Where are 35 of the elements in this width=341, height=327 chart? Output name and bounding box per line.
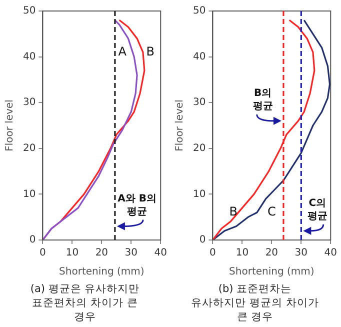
text: (b) 표준편차는 유사하지만 평균의 차이가 큰 경우 bbox=[190, 282, 320, 324]
y-tick-label: 10 bbox=[192, 188, 206, 200]
y-axis-title: Floor level bbox=[4, 100, 16, 152]
y-tick-label: 10 bbox=[22, 188, 36, 200]
x-tick-label: 10 bbox=[66, 248, 79, 259]
y-tick-label: 0 bbox=[29, 234, 36, 246]
x-tick-label: 30 bbox=[124, 248, 138, 259]
y-tick-label: 0 bbox=[199, 234, 206, 246]
y-axis-title: Floor level bbox=[174, 100, 186, 152]
y-tick-label: 30 bbox=[22, 97, 36, 108]
x-tick-label: 10 bbox=[236, 248, 249, 259]
series-label: B bbox=[146, 44, 154, 58]
x-axis-title: Shortening (mm) bbox=[229, 266, 314, 278]
x-axis-title: Shortening (mm) bbox=[59, 266, 144, 278]
ref-line-label: A와 B의 평균 bbox=[118, 193, 156, 218]
ref-line-label: B의 평균 bbox=[252, 88, 273, 112]
x-tick-label: 40 bbox=[324, 248, 338, 259]
y-tick-label: 50 bbox=[22, 6, 36, 17]
y-tick-label: 20 bbox=[22, 142, 36, 154]
y-tick-label: 30 bbox=[192, 97, 206, 108]
y-tick-label: 40 bbox=[192, 51, 206, 62]
y-tick-label: 40 bbox=[22, 51, 36, 62]
x-tick-label: 20 bbox=[265, 248, 278, 259]
x-tick-label: 30 bbox=[294, 248, 308, 259]
y-tick-label: 20 bbox=[192, 142, 206, 154]
x-tick-label: 20 bbox=[95, 248, 108, 259]
x-tick-label: 0 bbox=[210, 248, 216, 259]
text: (a) 평균은 유사하지만 표준편차의 차이가 큰 경우 bbox=[29, 282, 141, 324]
x-tick-label: 40 bbox=[154, 248, 168, 259]
ref-line-label: C의 평균 bbox=[307, 198, 328, 222]
y-tick-label: 50 bbox=[192, 6, 206, 17]
series-label: C bbox=[267, 204, 276, 219]
series-label: B bbox=[229, 204, 238, 219]
series-label: A bbox=[118, 44, 128, 58]
x-tick-label: 0 bbox=[40, 248, 46, 259]
